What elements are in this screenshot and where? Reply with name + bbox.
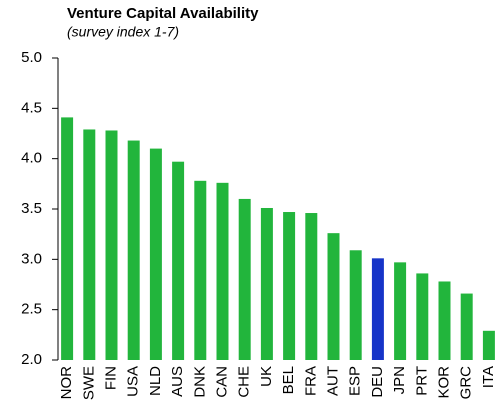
x-tick-label: USA [125,366,142,397]
x-tick-label: BEL [280,366,297,394]
bar [149,148,162,360]
x-tick-label: DEU [369,366,386,398]
bar [216,182,229,360]
bar [83,129,96,360]
bar [172,161,185,360]
bar [416,273,429,360]
chart-title: Venture Capital Availability [67,5,259,22]
x-tick-label: JPN [391,366,408,394]
bar [127,140,140,360]
bar [349,250,362,360]
chart-subtitle: (survey index 1-7) [67,24,179,40]
x-tick-label: NLD [147,366,164,396]
y-tick-label: 5.0 [21,49,42,66]
x-tick-label: AUT [324,366,341,396]
bar [394,262,407,360]
bar [460,293,473,360]
bar [105,130,118,360]
bar [482,330,495,360]
y-tick-label: 3.0 [21,250,42,267]
x-tick-label: ITA [480,366,497,388]
x-tick-label: DNK [191,366,208,398]
y-tick-label: 2.0 [21,351,42,368]
x-tick-label: CHE [236,366,253,398]
x-tick-label: NOR [58,366,75,400]
x-tick-label: FRA [302,366,319,396]
x-tick-label: UK [258,366,275,387]
bar [194,180,207,360]
bar [327,233,340,360]
y-tick-label: 3.5 [21,200,42,217]
y-tick-label: 2.5 [21,301,42,318]
x-tick-label: AUS [169,366,186,397]
y-tick-label: 4.0 [21,150,42,167]
bar [305,213,318,360]
x-tick-label: FIN [102,366,119,390]
x-tick-label: KOR [435,366,452,399]
x-tick-label: ESP [347,366,364,396]
x-tick-label: SWE [80,366,97,400]
bar [260,207,273,360]
x-tick-label: PRT [413,366,430,396]
bar [61,117,74,360]
bar [371,258,384,360]
x-tick-label: CAN [213,366,230,398]
bar [438,281,451,360]
x-tick-label: GRC [458,366,475,400]
bar [238,198,251,360]
bar [283,212,296,360]
y-tick-label: 4.5 [21,99,42,116]
